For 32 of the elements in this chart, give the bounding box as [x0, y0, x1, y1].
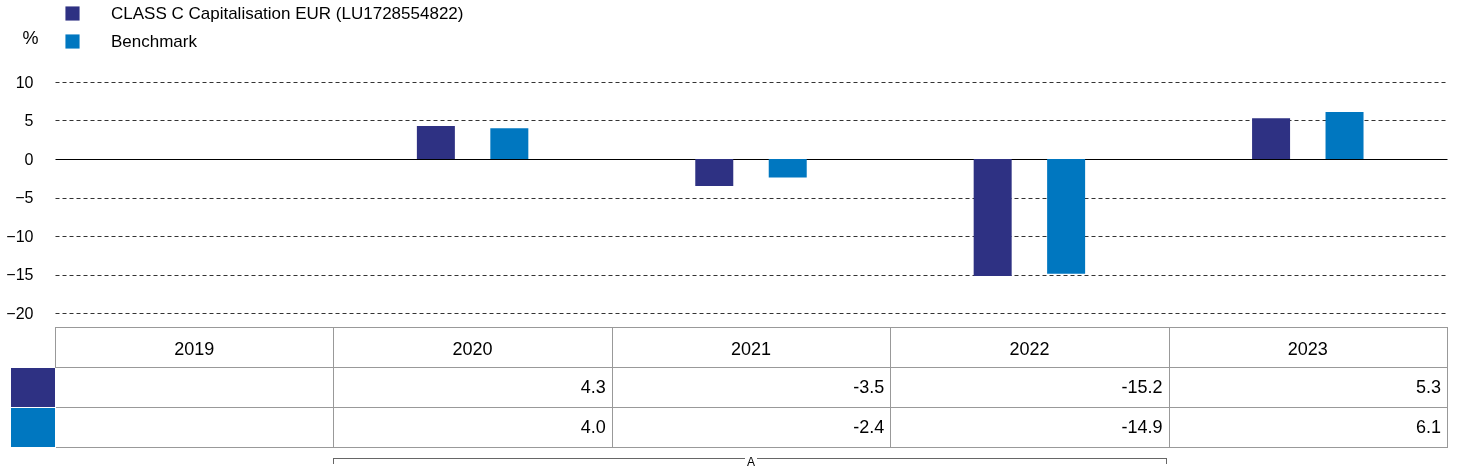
y-tick-label: −20	[6, 304, 34, 322]
x-tick-label: 2019	[174, 338, 215, 359]
data-label: 4.0	[333, 407, 613, 448]
data-label: -2.4	[612, 407, 891, 448]
y-tick-label: 5	[24, 112, 34, 129]
y-tick-label: −5	[15, 189, 34, 206]
bar	[1047, 159, 1086, 274]
bar	[1252, 118, 1291, 159]
y-axis-title: %	[22, 27, 39, 48]
data-label: 4.3	[333, 367, 613, 408]
data-label: 6.1	[1169, 407, 1448, 448]
bar	[1325, 112, 1364, 159]
text: A	[745, 455, 758, 469]
y-tick-label: −15	[6, 266, 34, 283]
x-tick-label: 2021	[730, 338, 772, 359]
bar	[695, 159, 734, 186]
data-label: -15.2	[890, 367, 1170, 408]
y-tick-label: 10	[15, 73, 34, 91]
legend-label: Benchmark	[111, 31, 198, 51]
bar	[490, 128, 529, 159]
data-label: 5.3	[1169, 367, 1448, 408]
bar	[768, 159, 807, 178]
legend-label: CLASS C Capitalisation EUR (LU1728554822)	[111, 3, 464, 23]
y-tick-label: 0	[24, 150, 34, 168]
x-tick-label: 2020	[452, 338, 493, 359]
data-label: -3.5	[612, 367, 891, 408]
y-tick-label: −10	[6, 227, 34, 245]
data-label: -14.9	[890, 407, 1170, 448]
bar	[973, 159, 1012, 277]
x-tick-label: 2022	[1009, 338, 1050, 359]
x-tick-label: 2023	[1287, 338, 1328, 359]
bar	[416, 125, 455, 159]
